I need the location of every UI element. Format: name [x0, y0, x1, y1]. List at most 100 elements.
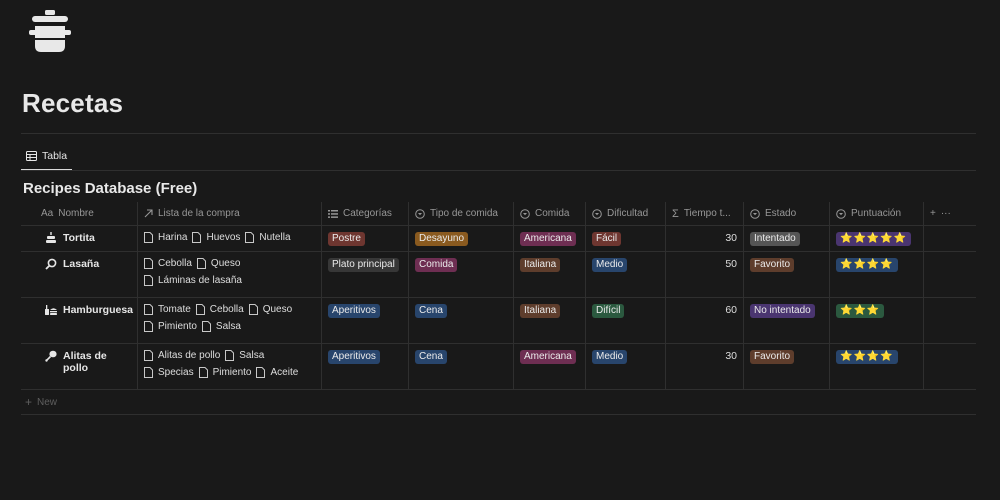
- column-header-dificultad[interactable]: Dificultad: [586, 202, 666, 225]
- page-icon: [198, 367, 208, 378]
- category-tag: Postre: [328, 232, 365, 246]
- page-icon: [192, 232, 202, 243]
- difficulty-cell[interactable]: Medio: [586, 252, 666, 297]
- recipe-name: Alitas de pollo: [63, 350, 107, 374]
- categories-cell[interactable]: Postre: [322, 226, 409, 251]
- star-rating: ⭐⭐⭐⭐: [836, 258, 898, 272]
- difficulty-cell[interactable]: Fácil: [586, 226, 666, 251]
- score-cell[interactable]: ⭐⭐⭐⭐: [830, 252, 924, 297]
- status-cell[interactable]: Favorito: [744, 252, 830, 297]
- list-item[interactable]: Harina: [144, 232, 187, 243]
- row-name-cell[interactable]: Tortita: [21, 226, 138, 251]
- list-item[interactable]: Cebolla: [195, 304, 244, 315]
- new-row-button[interactable]: + New: [21, 390, 976, 415]
- column-header-categorias[interactable]: Categorías: [322, 202, 409, 225]
- add-property-button[interactable]: +: [930, 208, 936, 219]
- column-header-comida[interactable]: Comida: [514, 202, 586, 225]
- column-label: Comida: [535, 208, 570, 219]
- column-header-puntuacion[interactable]: Puntuación: [830, 202, 924, 225]
- magnifier-icon: [45, 258, 57, 270]
- cuisine-cell[interactable]: Italiana: [514, 298, 586, 343]
- list-item[interactable]: Pimiento: [198, 367, 252, 378]
- difficulty-cell[interactable]: Difícil: [586, 298, 666, 343]
- score-cell[interactable]: ⭐⭐⭐⭐⭐: [830, 226, 924, 251]
- meal-type-cell[interactable]: Desayuno: [409, 226, 514, 251]
- list-item-label: Pimiento: [212, 367, 252, 378]
- table-row[interactable]: Tortita Harina Huevos Nutella Postre Des…: [21, 226, 976, 252]
- database-title[interactable]: Recipes Database (Free): [23, 180, 198, 197]
- list-item-label: Cebolla: [209, 304, 244, 315]
- list-item[interactable]: Huevos: [192, 232, 240, 243]
- difficulty-cell[interactable]: Medio: [586, 344, 666, 389]
- empty-cell: [924, 298, 976, 343]
- list-item-label: Specias: [158, 367, 194, 378]
- categories-cell[interactable]: Aperitivos: [322, 298, 409, 343]
- meal-type-cell[interactable]: Comida: [409, 252, 514, 297]
- list-item[interactable]: Specias: [144, 367, 194, 378]
- page-icon: [144, 258, 153, 269]
- list-item[interactable]: Pimiento: [144, 321, 197, 332]
- status-cell[interactable]: No intentado: [744, 298, 830, 343]
- list-item[interactable]: Nutella: [245, 232, 291, 243]
- column-label: Estado: [765, 208, 797, 219]
- page-title: Recetas: [22, 88, 124, 118]
- list-item[interactable]: Salsa: [201, 321, 241, 332]
- page-icon-cooking-pot[interactable]: [26, 8, 74, 56]
- list-item[interactable]: Queso: [248, 304, 292, 315]
- time-cell[interactable]: 50: [666, 252, 744, 297]
- list-item[interactable]: Tomate: [144, 304, 191, 315]
- shopping-list-cell[interactable]: Harina Huevos Nutella: [138, 226, 322, 251]
- plus-icon: +: [25, 395, 33, 409]
- categories-cell[interactable]: Aperitivos: [322, 344, 409, 389]
- column-header-lista[interactable]: Lista de la compra: [138, 202, 322, 225]
- cooking-pot-icon: [29, 10, 71, 52]
- meal-type-cell[interactable]: Cena: [409, 298, 514, 343]
- page-icon: [144, 367, 153, 378]
- cuisine-cell[interactable]: Americana: [514, 344, 586, 389]
- list-item-label: Nutella: [259, 232, 291, 243]
- column-label: Lista de la compra: [158, 208, 240, 219]
- cuisine-cell[interactable]: Italiana: [514, 252, 586, 297]
- time-cell[interactable]: 60: [666, 298, 744, 343]
- difficulty-tag: Medio: [592, 258, 628, 272]
- empty-cell: [924, 344, 976, 389]
- shopping-list-cell[interactable]: Tomate Cebolla Queso Pimiento Salsa: [138, 298, 322, 343]
- column-header-estado[interactable]: Estado: [744, 202, 830, 225]
- row-name-cell[interactable]: Hamburguesa: [21, 298, 138, 343]
- status-cell[interactable]: Intentado: [744, 226, 830, 251]
- tab-tabla[interactable]: Tabla: [26, 150, 67, 162]
- table-row[interactable]: Lasaña Cebolla Queso Láminas de lasaña P…: [21, 252, 976, 298]
- column-label: Tiempo t...: [683, 208, 731, 219]
- list-item[interactable]: Cebolla: [144, 258, 192, 269]
- meal-type-cell[interactable]: Cena: [409, 344, 514, 389]
- list-item-label: Aceite: [270, 367, 299, 378]
- list-item-label: Láminas de lasaña: [158, 275, 242, 286]
- list-item[interactable]: Queso: [196, 258, 240, 269]
- table-row[interactable]: Hamburguesa Tomate Cebolla Queso Pimient…: [21, 298, 976, 344]
- more-options-button[interactable]: ···: [940, 208, 951, 219]
- time-cell[interactable]: 30: [666, 344, 744, 389]
- status-cell[interactable]: Favorito: [744, 344, 830, 389]
- column-header-tiempo[interactable]: Σ Tiempo t...: [666, 202, 744, 225]
- row-name-cell[interactable]: Alitas de pollo: [21, 344, 138, 389]
- column-header-tipo-comida[interactable]: Tipo de comida: [409, 202, 514, 225]
- shopping-list-cell[interactable]: Cebolla Queso Láminas de lasaña: [138, 252, 322, 297]
- cuisine-tag: Americana: [520, 232, 576, 246]
- list-item[interactable]: Salsa: [225, 350, 264, 361]
- score-cell[interactable]: ⭐⭐⭐: [830, 298, 924, 343]
- column-header-nombre[interactable]: Aa Nombre: [21, 202, 138, 225]
- page-icon: [144, 275, 153, 286]
- sigma-icon: Σ: [672, 207, 679, 220]
- list-item[interactable]: Alitas de pollo: [144, 350, 220, 361]
- cuisine-cell[interactable]: Americana: [514, 226, 586, 251]
- table-row[interactable]: Alitas de pollo Alitas de pollo Salsa Sp…: [21, 344, 976, 390]
- time-cell[interactable]: 30: [666, 226, 744, 251]
- categories-cell[interactable]: Plato principal: [322, 252, 409, 297]
- list-item[interactable]: Aceite: [256, 367, 298, 378]
- shopping-list-cell[interactable]: Alitas de pollo Salsa Specias Pimiento A…: [138, 344, 322, 389]
- list-item[interactable]: Láminas de lasaña: [144, 275, 242, 286]
- drumstick-icon: [45, 350, 57, 362]
- row-name-cell[interactable]: Lasaña: [21, 252, 138, 297]
- score-cell[interactable]: ⭐⭐⭐⭐: [830, 344, 924, 389]
- status-tag: Favorito: [750, 258, 795, 272]
